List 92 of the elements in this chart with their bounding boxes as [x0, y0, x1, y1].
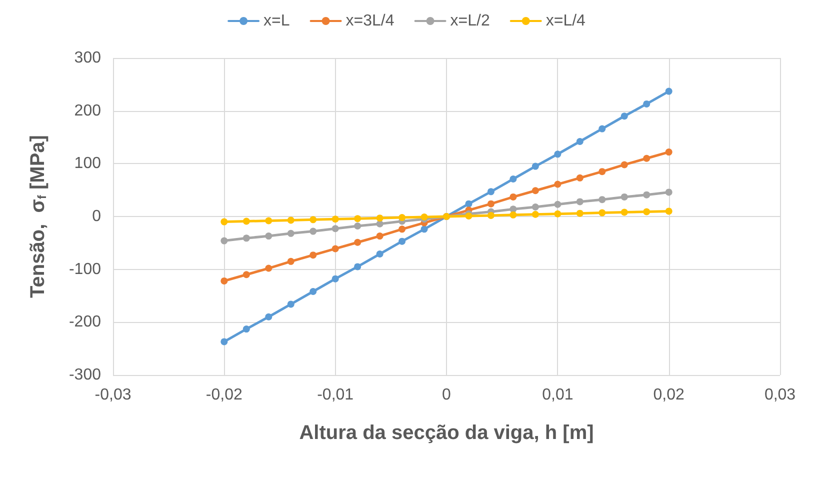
point [576, 174, 584, 182]
point [287, 230, 294, 237]
x-tick-label: -0,03 [94, 386, 132, 404]
point [598, 209, 606, 216]
point [554, 200, 562, 208]
point [376, 250, 384, 258]
point [598, 125, 606, 132]
point [310, 228, 317, 235]
point [398, 214, 406, 222]
x-tick-label: 0 [442, 386, 452, 404]
point [242, 326, 250, 333]
legend-label: x=3L/4 [346, 12, 394, 30]
point [665, 148, 672, 156]
point [354, 215, 362, 222]
point [287, 300, 294, 308]
point [620, 112, 628, 120]
point [510, 193, 517, 200]
y-tick-label: 0 [92, 208, 102, 225]
point [576, 198, 584, 206]
y-tick-label: -100 [68, 260, 102, 278]
point [220, 218, 228, 226]
point [310, 252, 317, 259]
point [287, 258, 294, 265]
point [532, 187, 539, 194]
point [220, 338, 228, 346]
point [510, 175, 517, 182]
point [332, 275, 339, 282]
point [510, 206, 517, 213]
point [554, 210, 562, 218]
point [265, 313, 272, 320]
x-tick-label: -0,01 [317, 386, 354, 404]
x-axis-title: Altura da secção da viga, h [m] [299, 422, 594, 444]
legend-label: x=L/2 [450, 12, 490, 30]
point [265, 217, 272, 224]
point [354, 222, 362, 230]
point [510, 211, 517, 218]
x-tick-label: 0,02 [653, 386, 685, 404]
point [420, 226, 428, 233]
point [398, 238, 406, 245]
point [554, 180, 562, 188]
point [332, 216, 339, 223]
point [643, 100, 650, 108]
point [220, 277, 228, 284]
point [554, 150, 562, 158]
point [643, 154, 650, 162]
point [576, 138, 584, 145]
point [487, 188, 494, 196]
point [332, 245, 339, 252]
point [398, 226, 406, 233]
legend-label: x=L/4 [546, 12, 586, 30]
point [287, 216, 294, 224]
point [532, 162, 539, 170]
point [620, 193, 628, 200]
point [354, 238, 362, 246]
point [665, 88, 672, 95]
point [620, 161, 628, 168]
point [532, 210, 539, 218]
point [265, 264, 272, 272]
point [487, 212, 494, 219]
y-axis-title: Tensão, σf [MPa] [27, 135, 49, 298]
y-tick-label: 200 [74, 102, 102, 120]
point [242, 271, 250, 278]
point [310, 288, 317, 296]
point [265, 232, 272, 240]
point [487, 200, 494, 208]
point [220, 237, 228, 244]
y-tick-label: -300 [68, 366, 102, 384]
point [242, 218, 250, 225]
point [376, 214, 384, 222]
point [532, 203, 539, 210]
point [242, 234, 250, 242]
legend-label: x=L [264, 12, 290, 30]
point [665, 188, 672, 196]
point [598, 196, 606, 204]
x-tick-label: -0,02 [206, 386, 243, 404]
x-tick-label: 0,03 [764, 386, 796, 404]
point [576, 210, 584, 217]
point [332, 225, 339, 232]
point [598, 168, 606, 176]
y-tick-label: 100 [74, 155, 102, 172]
point [643, 208, 650, 216]
point [376, 220, 384, 228]
y-tick-label: -200 [68, 314, 102, 331]
point [665, 208, 672, 215]
point [620, 208, 628, 216]
point [376, 232, 384, 240]
y-tick-label: 300 [74, 50, 102, 66]
x-tick-label: 0,01 [542, 386, 574, 404]
point [643, 191, 650, 198]
point [310, 216, 317, 224]
point [354, 263, 362, 270]
point [465, 200, 472, 208]
